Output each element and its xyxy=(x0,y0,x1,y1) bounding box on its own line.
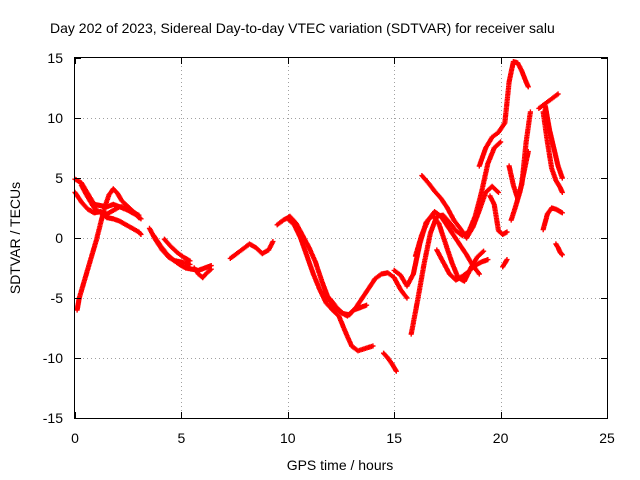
series-track-25 xyxy=(540,109,565,195)
x-tick-label: 10 xyxy=(280,430,296,446)
series-track-20 xyxy=(487,193,510,237)
series-track-07 xyxy=(161,236,193,264)
data-point-markers xyxy=(419,173,502,241)
data-point-markers xyxy=(500,257,510,270)
data-point-markers xyxy=(508,149,531,223)
y-axis-label: SDTVAR / TECUs xyxy=(7,182,23,294)
y-tick-label: 15 xyxy=(47,50,63,66)
series-track-09 xyxy=(227,239,276,261)
data-point-markers xyxy=(285,216,376,354)
series-track-16 xyxy=(419,173,502,241)
series-track-12 xyxy=(327,270,410,318)
x-tick-label: 25 xyxy=(599,430,615,446)
x-tick-labels: 0 5 10 15 20 25 xyxy=(71,430,615,446)
y-tick-label: 10 xyxy=(47,110,63,126)
y-tick-label: -5 xyxy=(51,290,64,306)
data-point-markers xyxy=(191,265,214,281)
x-tick-label: 20 xyxy=(493,430,509,446)
data-point-markers xyxy=(476,59,531,169)
series-track-21 xyxy=(500,257,510,270)
x-tick-label: 5 xyxy=(178,430,186,446)
y-tick-label: -10 xyxy=(43,350,63,366)
data-point-markers xyxy=(74,186,142,313)
data-points xyxy=(72,59,565,374)
data-point-markers xyxy=(487,193,510,237)
data-point-markers xyxy=(553,241,565,258)
x-tick-label: 15 xyxy=(386,430,402,446)
y-tick-label: 5 xyxy=(55,170,63,186)
series-track-19 xyxy=(476,59,531,169)
series-track-11 xyxy=(285,216,376,354)
series-track-13 xyxy=(381,350,399,374)
chart-title: Day 202 of 2023, Sidereal Day-to-day VTE… xyxy=(50,20,555,36)
data-point-markers xyxy=(412,209,482,277)
series-track-27 xyxy=(540,205,565,233)
data-point-markers xyxy=(227,239,276,261)
data-point-markers xyxy=(327,270,410,318)
series-track-23 xyxy=(508,149,531,223)
y-tick-label: 0 xyxy=(55,230,63,246)
data-point-markers xyxy=(542,103,565,181)
data-point-markers xyxy=(161,236,193,264)
data-point-markers xyxy=(381,350,399,374)
y-tick-label: -15 xyxy=(43,410,63,426)
data-point-markers xyxy=(540,109,565,195)
y-tick-labels: -15 -10 -5 0 5 10 15 xyxy=(43,50,63,426)
series-track-08 xyxy=(191,265,214,281)
data-point-markers xyxy=(540,205,565,233)
series-track-04 xyxy=(74,186,142,313)
data-point-markers xyxy=(434,247,491,283)
series-track-18 xyxy=(434,247,491,283)
x-axis-label: GPS time / hours xyxy=(287,457,394,473)
series-track-26 xyxy=(542,103,565,181)
x-tick-label: 0 xyxy=(71,430,79,446)
series-track-28 xyxy=(553,241,565,258)
plot-frame xyxy=(74,57,608,419)
axis-ticks xyxy=(75,58,608,419)
series-track-17 xyxy=(412,209,482,277)
